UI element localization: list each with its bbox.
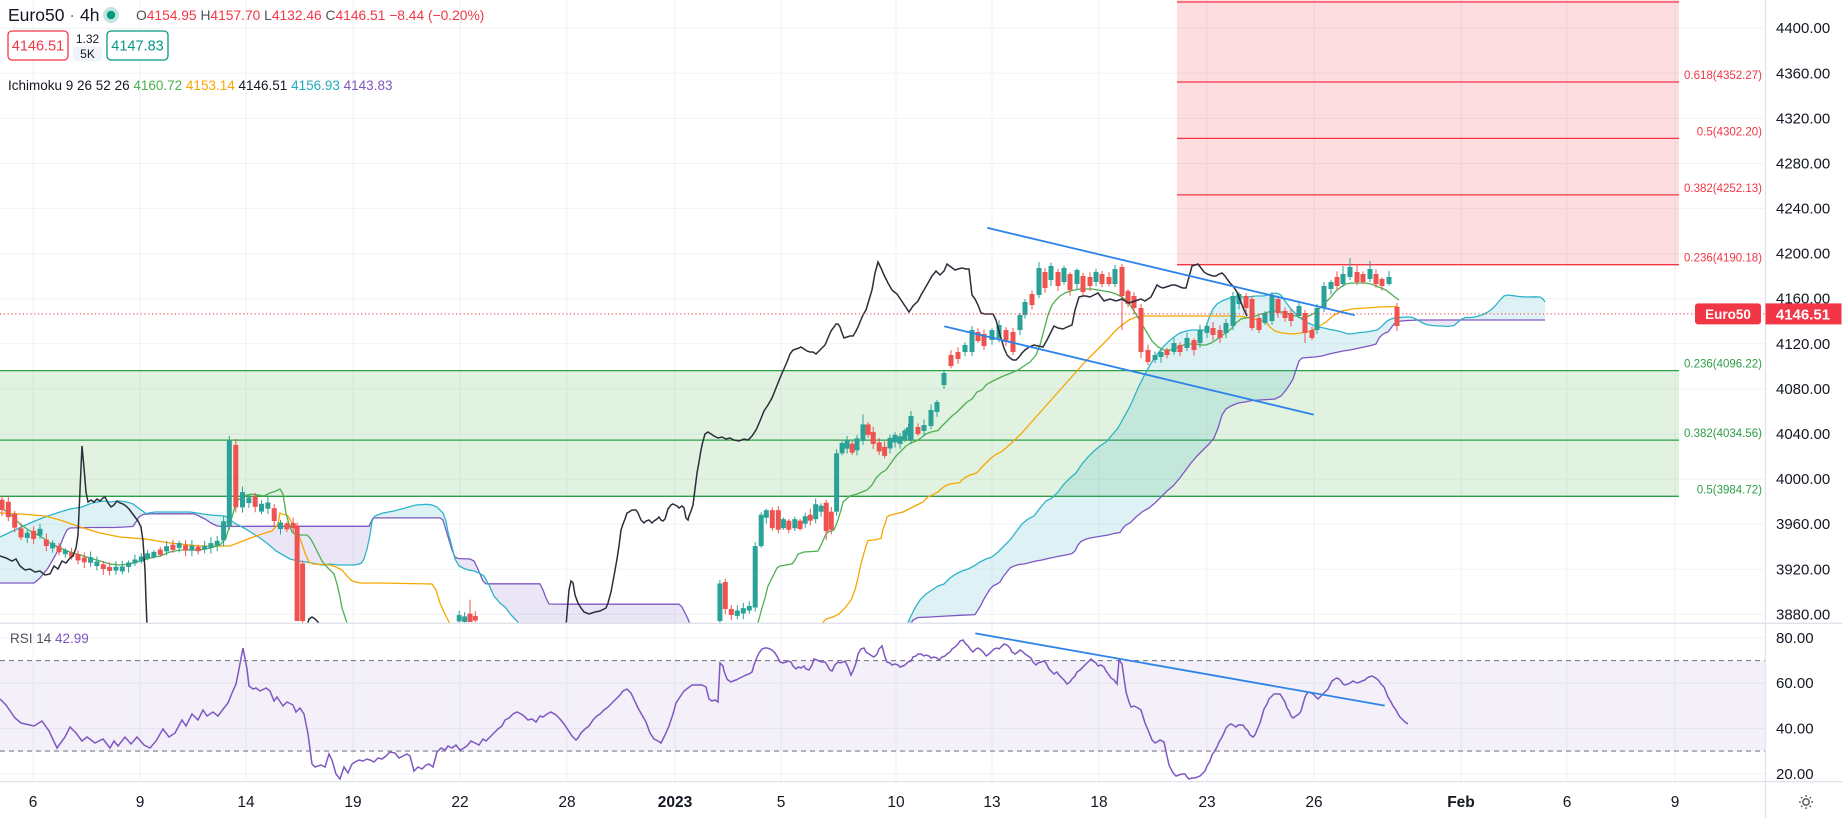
svg-text:3880.00: 3880.00	[1776, 606, 1830, 623]
svg-text:5K: 5K	[80, 47, 95, 61]
svg-text:4280.00: 4280.00	[1776, 156, 1830, 173]
svg-text:0.382(4252.13): 0.382(4252.13)	[1684, 183, 1762, 195]
svg-text:9: 9	[136, 794, 145, 811]
svg-text:5: 5	[777, 794, 786, 811]
svg-text:4080.00: 4080.00	[1776, 381, 1830, 398]
svg-text:4320.00: 4320.00	[1776, 110, 1830, 127]
svg-text:2023: 2023	[658, 794, 693, 811]
svg-text:26: 26	[1305, 794, 1322, 811]
svg-text:28: 28	[558, 794, 575, 811]
svg-text:20.00: 20.00	[1776, 766, 1814, 783]
svg-text:0.5(4302.20): 0.5(4302.20)	[1697, 126, 1762, 138]
svg-text:6: 6	[1563, 794, 1572, 811]
svg-text:18: 18	[1090, 794, 1107, 811]
svg-text:4120.00: 4120.00	[1776, 336, 1830, 353]
svg-text:4240.00: 4240.00	[1776, 201, 1830, 218]
svg-text:O4154.95 H4157.70 L4132.46 C41: O4154.95 H4157.70 L4132.46 C4146.51 −8.4…	[136, 8, 484, 23]
svg-text:4147.83: 4147.83	[111, 39, 163, 55]
svg-text:Ichimoku 9 26 52 26 4160.72 4: Ichimoku 9 26 52 26 4160.72 4153.14 4146…	[8, 78, 392, 93]
svg-text:4400.00: 4400.00	[1776, 20, 1830, 37]
svg-text:1.32: 1.32	[76, 32, 100, 46]
svg-text:4200.00: 4200.00	[1776, 246, 1830, 263]
svg-text:0.236(4190.18): 0.236(4190.18)	[1684, 253, 1762, 265]
svg-text:4000.00: 4000.00	[1776, 471, 1830, 488]
svg-text:19: 19	[344, 794, 361, 811]
svg-text:6: 6	[29, 794, 38, 811]
svg-text:0.382(4034.56): 0.382(4034.56)	[1684, 428, 1762, 440]
svg-text:4360.00: 4360.00	[1776, 65, 1830, 82]
svg-text:0.618(4352.27): 0.618(4352.27)	[1684, 70, 1762, 82]
svg-text:14: 14	[237, 794, 255, 811]
svg-text:23: 23	[1198, 794, 1215, 811]
svg-text:3960.00: 3960.00	[1776, 516, 1830, 533]
svg-text:4146.51: 4146.51	[12, 39, 64, 55]
svg-text:Euro50 · 4h: Euro50 · 4h	[8, 5, 99, 25]
svg-text:0.5(3984.72): 0.5(3984.72)	[1697, 484, 1762, 496]
svg-text:10: 10	[887, 794, 905, 811]
svg-text:9: 9	[1671, 794, 1680, 811]
svg-text:22: 22	[451, 794, 468, 811]
svg-text:4146.51: 4146.51	[1776, 306, 1830, 323]
svg-text:13: 13	[983, 794, 1000, 811]
svg-text:4040.00: 4040.00	[1776, 426, 1830, 443]
svg-text:80.00: 80.00	[1776, 630, 1814, 647]
svg-text:RSI 14 42.99: RSI 14 42.99	[10, 631, 89, 646]
svg-text:40.00: 40.00	[1776, 721, 1814, 738]
svg-text:3920.00: 3920.00	[1776, 561, 1830, 578]
svg-text:60.00: 60.00	[1776, 675, 1814, 692]
svg-text:Feb: Feb	[1447, 794, 1475, 811]
svg-text:Euro50: Euro50	[1705, 307, 1751, 322]
svg-text:0.236(4096.22): 0.236(4096.22)	[1684, 359, 1762, 371]
